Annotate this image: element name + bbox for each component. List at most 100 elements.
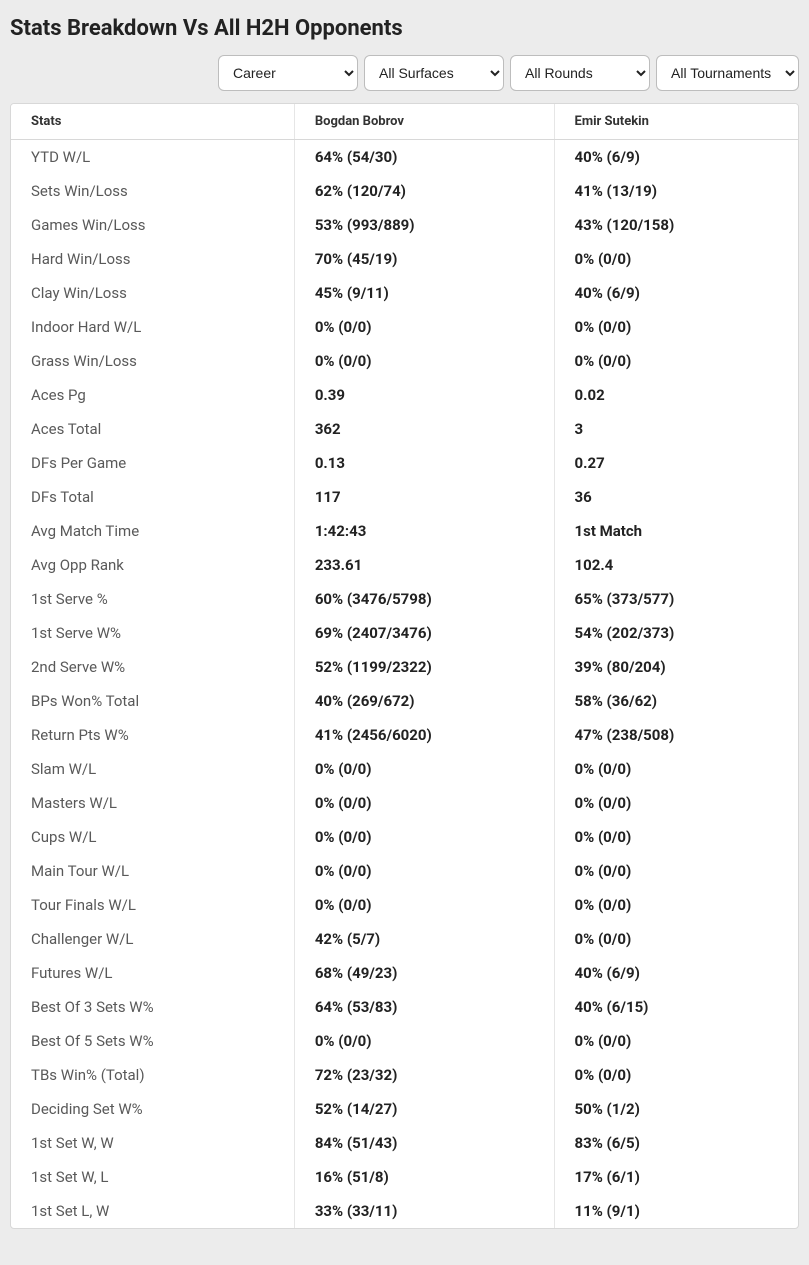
col-header-player1: Bogdan Bobrov [294,104,554,140]
table-row: 2nd Serve W%52% (1199/2322)39% (80/204) [11,650,798,684]
filter-round[interactable]: All Rounds [510,55,650,91]
filters-bar: Career All Surfaces All Rounds All Tourn… [10,55,799,91]
stat-value-player1: 40% (269/672) [294,684,554,718]
filter-surface[interactable]: All Surfaces [364,55,504,91]
stat-label: 2nd Serve W% [11,650,294,684]
stat-value-player2: 17% (6/1) [554,1160,798,1194]
table-row: Indoor Hard W/L0% (0/0)0% (0/0) [11,310,798,344]
stat-label: TBs Win% (Total) [11,1058,294,1092]
stat-label: Clay Win/Loss [11,276,294,310]
table-row: Hard Win/Loss70% (45/19)0% (0/0) [11,242,798,276]
stat-value-player1: 233.61 [294,548,554,582]
stat-value-player1: 0.13 [294,446,554,480]
table-row: 1st Set L, W33% (33/11)11% (9/1) [11,1194,798,1228]
stat-value-player1: 84% (51/43) [294,1126,554,1160]
stat-value-player2: 40% (6/9) [554,276,798,310]
stat-value-player2: 58% (36/62) [554,684,798,718]
table-row: Futures W/L68% (49/23)40% (6/9) [11,956,798,990]
stat-label: Aces Total [11,412,294,446]
table-row: 1st Set W, W84% (51/43)83% (6/5) [11,1126,798,1160]
stat-value-player1: 16% (51/8) [294,1160,554,1194]
stat-value-player1: 52% (1199/2322) [294,650,554,684]
stat-label: 1st Set W, L [11,1160,294,1194]
table-row: Aces Total3623 [11,412,798,446]
stat-label: 1st Set W, W [11,1126,294,1160]
stat-value-player1: 62% (120/74) [294,174,554,208]
stat-label: BPs Won% Total [11,684,294,718]
table-row: TBs Win% (Total)72% (23/32)0% (0/0) [11,1058,798,1092]
stat-label: Masters W/L [11,786,294,820]
stat-value-player2: 0% (0/0) [554,752,798,786]
stat-value-player2: 43% (120/158) [554,208,798,242]
stat-value-player1: 41% (2456/6020) [294,718,554,752]
table-row: Avg Match Time1:42:431st Match [11,514,798,548]
stat-value-player1: 0% (0/0) [294,786,554,820]
col-header-player2: Emir Sutekin [554,104,798,140]
table-row: DFs Total11736 [11,480,798,514]
table-row: Slam W/L0% (0/0)0% (0/0) [11,752,798,786]
stat-value-player1: 117 [294,480,554,514]
stat-value-player2: 0% (0/0) [554,854,798,888]
stat-label: Games Win/Loss [11,208,294,242]
stat-label: Best Of 3 Sets W% [11,990,294,1024]
stat-value-player1: 72% (23/32) [294,1058,554,1092]
table-row: Cups W/L0% (0/0)0% (0/0) [11,820,798,854]
stat-label: Hard Win/Loss [11,242,294,276]
stat-value-player2: 0% (0/0) [554,922,798,956]
stat-value-player2: 39% (80/204) [554,650,798,684]
stat-value-player1: 42% (5/7) [294,922,554,956]
stat-value-player1: 0% (0/0) [294,854,554,888]
stat-value-player2: 102.4 [554,548,798,582]
stat-value-player1: 0% (0/0) [294,820,554,854]
table-row: YTD W/L64% (54/30)40% (6/9) [11,140,798,175]
filter-period[interactable]: Career [218,55,358,91]
stat-label: Avg Opp Rank [11,548,294,582]
stat-label: 1st Serve W% [11,616,294,650]
table-row: Deciding Set W%52% (14/27)50% (1/2) [11,1092,798,1126]
stat-value-player1: 60% (3476/5798) [294,582,554,616]
stat-value-player2: 0% (0/0) [554,1024,798,1058]
stat-value-player2: 3 [554,412,798,446]
table-row: Sets Win/Loss62% (120/74)41% (13/19) [11,174,798,208]
stat-value-player1: 53% (993/889) [294,208,554,242]
filter-tournament[interactable]: All Tournaments [656,55,799,91]
stat-value-player2: 47% (238/508) [554,718,798,752]
table-row: Avg Opp Rank233.61102.4 [11,548,798,582]
table-row: Grass Win/Loss0% (0/0)0% (0/0) [11,344,798,378]
table-row: DFs Per Game0.130.27 [11,446,798,480]
stat-value-player1: 64% (54/30) [294,140,554,175]
stat-value-player2: 11% (9/1) [554,1194,798,1228]
stat-label: Best Of 5 Sets W% [11,1024,294,1058]
stat-label: Futures W/L [11,956,294,990]
stat-value-player2: 41% (13/19) [554,174,798,208]
stat-value-player1: 68% (49/23) [294,956,554,990]
table-row: Clay Win/Loss45% (9/11)40% (6/9) [11,276,798,310]
stat-label: Indoor Hard W/L [11,310,294,344]
stat-value-player2: 0.02 [554,378,798,412]
table-row: Best Of 3 Sets W%64% (53/83)40% (6/15) [11,990,798,1024]
stat-value-player1: 52% (14/27) [294,1092,554,1126]
stat-label: YTD W/L [11,140,294,175]
table-row: Aces Pg0.390.02 [11,378,798,412]
stat-label: Deciding Set W% [11,1092,294,1126]
table-row: Tour Finals W/L0% (0/0)0% (0/0) [11,888,798,922]
stat-label: Main Tour W/L [11,854,294,888]
stat-label: Tour Finals W/L [11,888,294,922]
table-row: 1st Serve W%69% (2407/3476)54% (202/373) [11,616,798,650]
stat-label: Cups W/L [11,820,294,854]
stat-label: DFs Total [11,480,294,514]
table-row: Masters W/L0% (0/0)0% (0/0) [11,786,798,820]
stat-label: 1st Serve % [11,582,294,616]
stat-value-player1: 0% (0/0) [294,888,554,922]
stat-value-player2: 40% (6/9) [554,140,798,175]
stat-value-player2: 0% (0/0) [554,820,798,854]
stat-value-player2: 1st Match [554,514,798,548]
stat-value-player2: 0% (0/0) [554,786,798,820]
table-row: 1st Set W, L16% (51/8)17% (6/1) [11,1160,798,1194]
stat-value-player1: 1:42:43 [294,514,554,548]
stat-value-player1: 33% (33/11) [294,1194,554,1228]
table-row: Best Of 5 Sets W%0% (0/0)0% (0/0) [11,1024,798,1058]
stat-value-player1: 362 [294,412,554,446]
table-row: Challenger W/L42% (5/7)0% (0/0) [11,922,798,956]
stats-table-container: Stats Bogdan Bobrov Emir Sutekin YTD W/L… [10,103,799,1229]
